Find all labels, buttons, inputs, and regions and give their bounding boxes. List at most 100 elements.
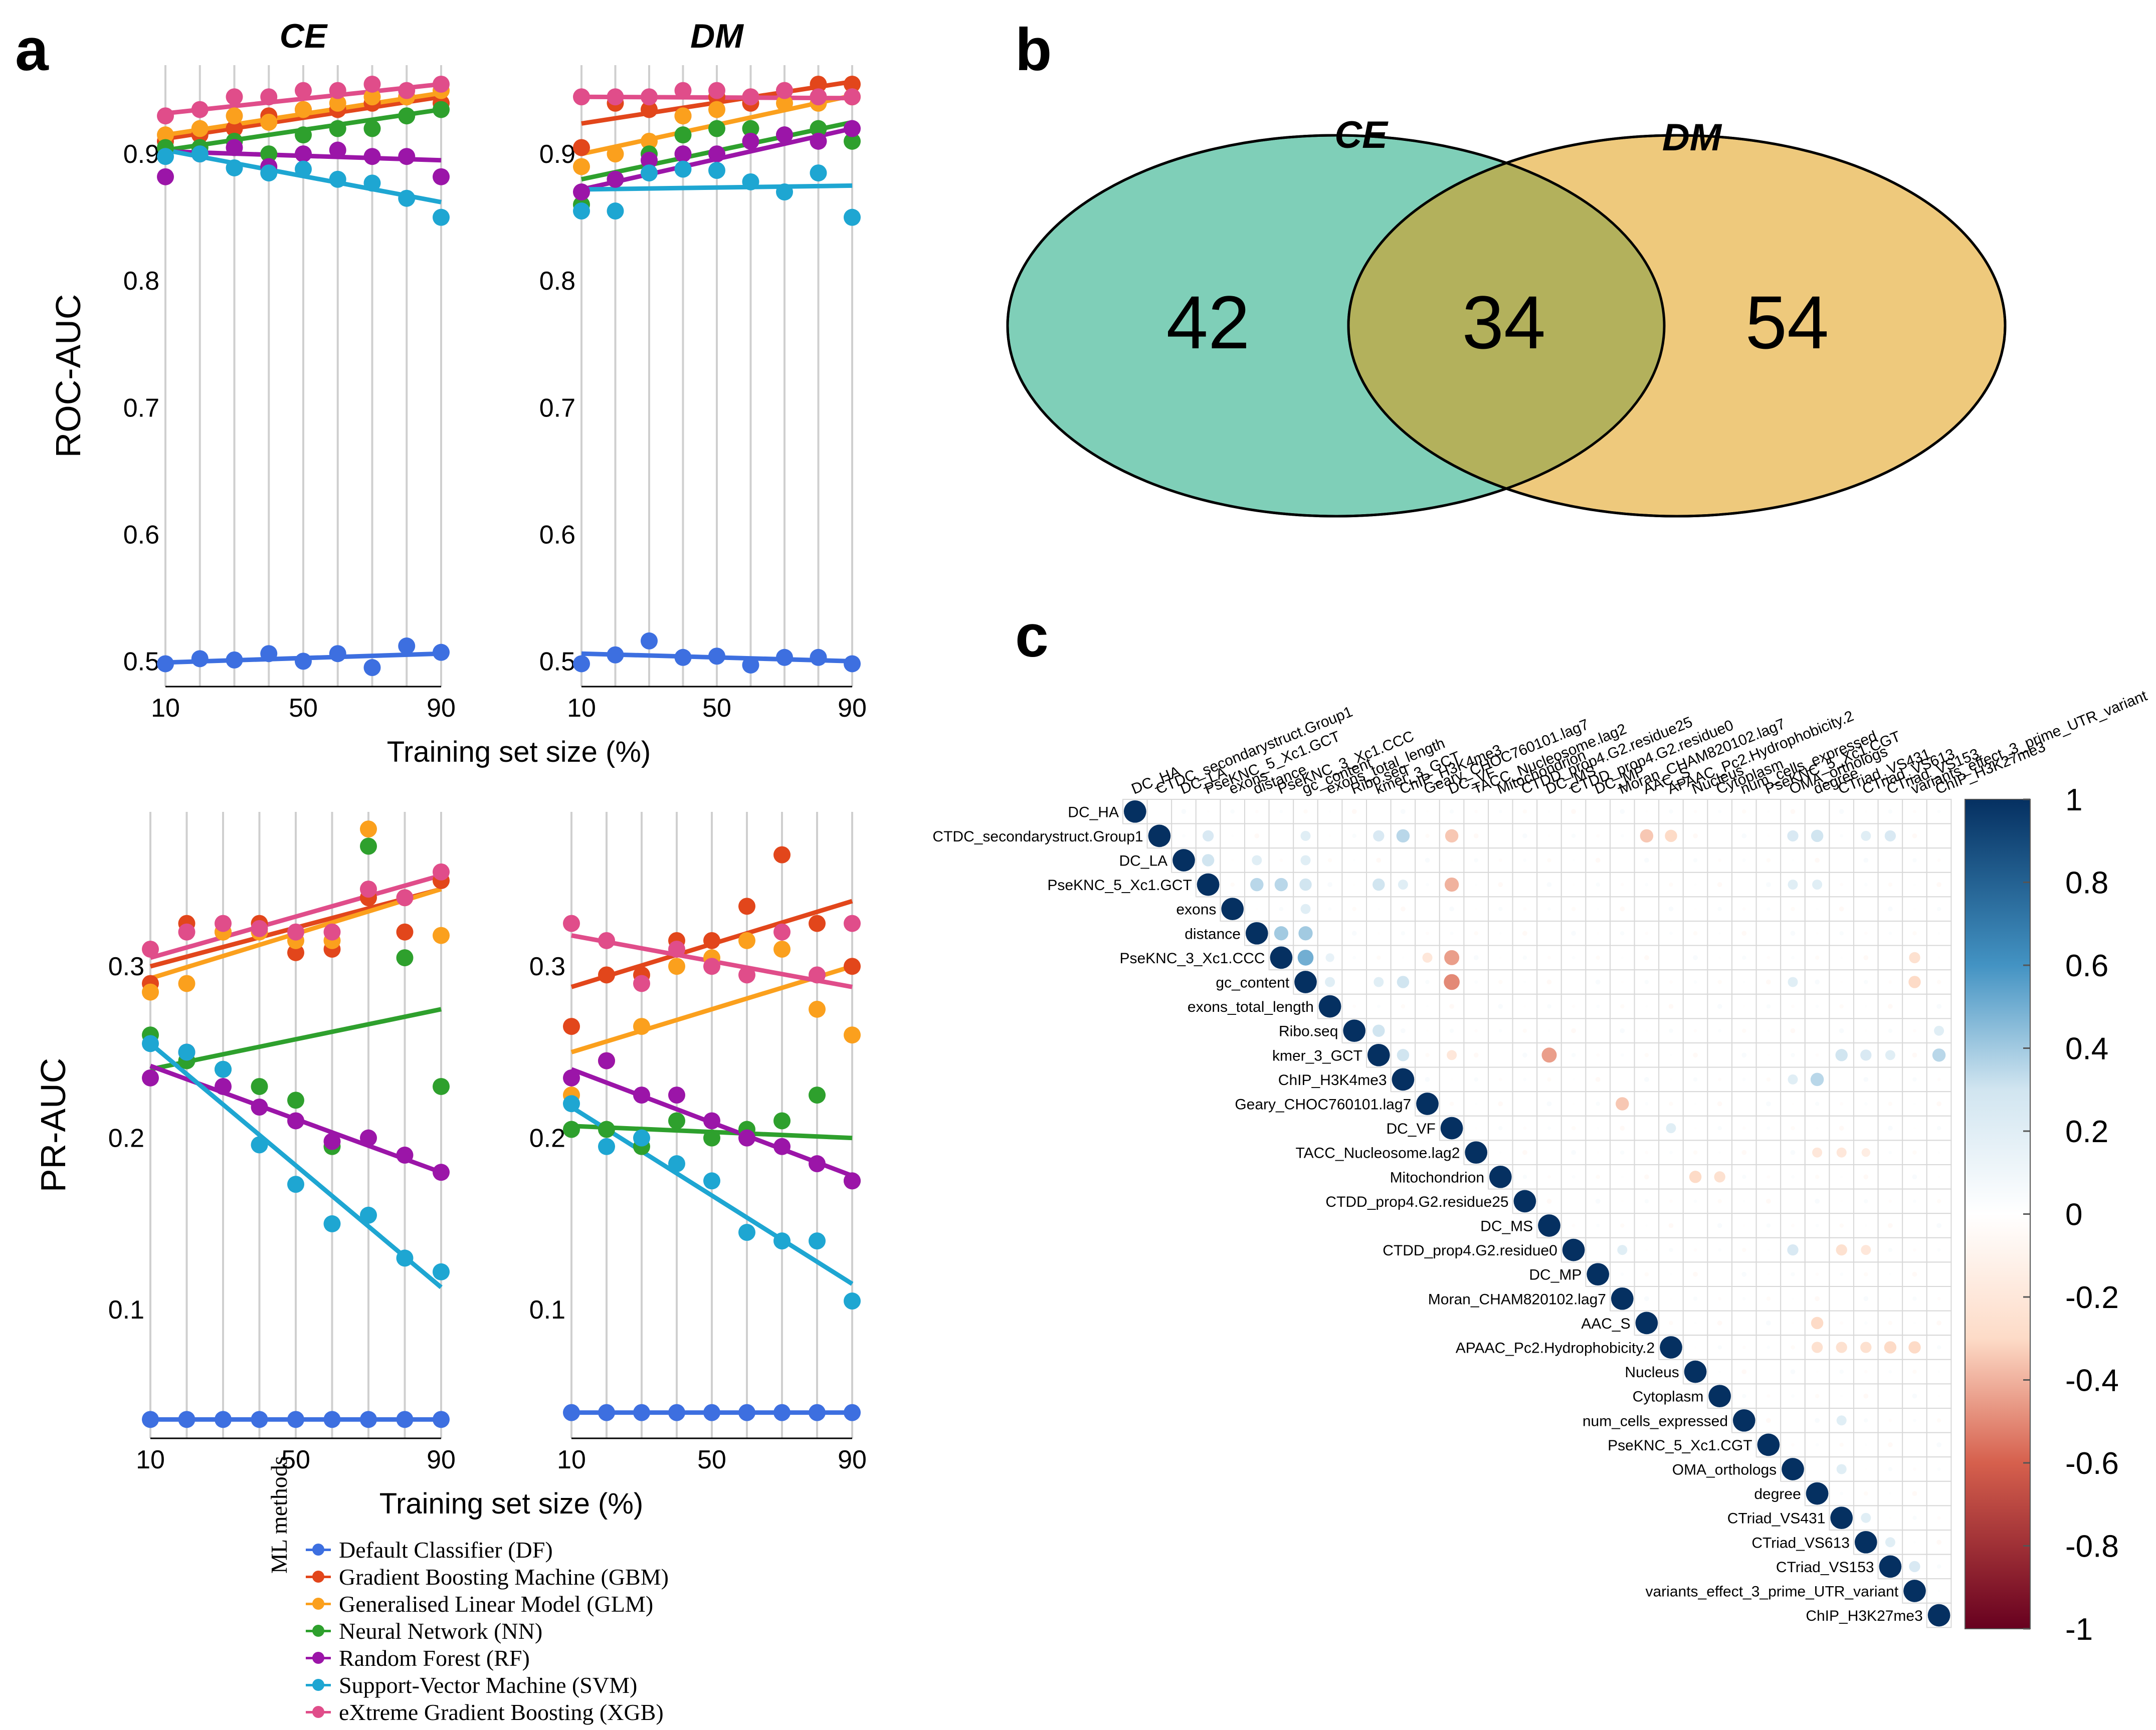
row-label: degree	[1754, 1486, 1801, 1502]
row-label: num_cells_expressed	[1583, 1413, 1728, 1429]
correlation-circle	[1864, 1029, 1867, 1032]
correlation-circle	[1840, 1102, 1844, 1106]
data-point-svm	[142, 1035, 159, 1052]
legend-label: Neural Network (NN)	[339, 1618, 543, 1644]
data-point-svm	[573, 202, 590, 220]
correlation-circle	[1523, 907, 1527, 911]
correlation-circle	[1670, 1297, 1672, 1300]
correlation-circle	[1718, 1151, 1721, 1154]
correlation-circle	[1815, 1224, 1819, 1227]
correlation-circle	[1864, 1370, 1868, 1374]
correlation-circle	[1328, 810, 1331, 813]
correlation-circle	[1791, 1224, 1795, 1227]
data-point-svm	[773, 1232, 791, 1250]
y-tick-label: 0.1	[108, 1295, 144, 1325]
legend-item-xgb: eXtreme Gradient Boosting (XGB)	[306, 1698, 664, 1725]
correlation-circle	[1836, 1342, 1847, 1353]
correlation-circle	[1548, 834, 1550, 837]
correlation-circle	[1889, 859, 1892, 861]
x-axis-label: Training set size (%)	[387, 736, 651, 768]
diagonal-circle	[1392, 1068, 1415, 1091]
correlation-circle	[1596, 1053, 1600, 1057]
colorbar-tick-label: 0.8	[2065, 866, 2108, 901]
correlation-circle	[1231, 859, 1234, 861]
data-point-df	[396, 1411, 414, 1428]
correlation-circle	[1449, 1004, 1454, 1009]
correlation-circle	[1912, 1516, 1917, 1520]
data-point-df	[573, 655, 590, 673]
colorbar-tick-label: 0.2	[2065, 1115, 2108, 1149]
correlation-circle	[1499, 1053, 1502, 1056]
data-point-rf	[433, 168, 450, 185]
correlation-circle	[1597, 1248, 1600, 1251]
data-point-svm	[674, 160, 692, 178]
correlation-circle	[1398, 880, 1408, 890]
correlation-circle	[1864, 1127, 1867, 1130]
correlation-circle	[1694, 883, 1697, 886]
venn-label-dm: DM	[1662, 116, 1722, 159]
correlation-circle	[1474, 931, 1478, 936]
correlation-circle	[1620, 1272, 1624, 1276]
roc-auc-dm-chart: 10 50 90 0.5 0.6 0.7 0.8 0.9 DM	[539, 17, 867, 723]
correlation-circle	[1523, 1005, 1526, 1008]
data-point-xgb	[260, 88, 278, 106]
correlation-circle	[1864, 1102, 1868, 1106]
correlation-circle	[1352, 1004, 1356, 1008]
correlation-circle	[1815, 1199, 1820, 1204]
correlation-circle	[1498, 1029, 1502, 1033]
diagonal-circle	[1587, 1263, 1610, 1286]
correlation-circle	[1912, 858, 1917, 862]
row-label: exons	[1176, 902, 1216, 918]
correlation-circle	[1889, 1395, 1892, 1398]
correlation-circle	[1839, 931, 1844, 936]
correlation-circle	[1499, 1151, 1502, 1154]
pr-auc-ce-chart: 10 50 90 0.1 0.2 0.3 Training set size (%) PR-A…	[34, 812, 643, 1520]
correlation-circle	[1791, 1126, 1795, 1131]
legend-swatch	[306, 1645, 331, 1670]
correlation-circle	[1718, 809, 1722, 813]
matrix-cell	[1463, 921, 1489, 946]
correlation-circle	[1913, 883, 1916, 886]
diagonal-circle	[1830, 1506, 1853, 1530]
correlation-circle	[1936, 1321, 1941, 1326]
correlation-circle	[1669, 809, 1673, 814]
correlation-circle	[1936, 882, 1941, 887]
correlation-circle	[1299, 878, 1312, 891]
correlation-circle	[1396, 829, 1410, 843]
correlation-circle	[1717, 1199, 1722, 1204]
correlation-circle	[1836, 1244, 1847, 1256]
correlation-circle	[1449, 1102, 1454, 1106]
correlation-circle	[1816, 1370, 1819, 1373]
correlation-circle	[1595, 1077, 1601, 1082]
correlation-circle	[1815, 1175, 1820, 1179]
correlation-circle	[1863, 1393, 1869, 1399]
correlation-circle	[1863, 1174, 1869, 1180]
correlation-circle	[1522, 1150, 1527, 1155]
data-point-df	[360, 1411, 377, 1428]
correlation-circle	[1328, 932, 1331, 935]
data-point-df	[142, 1411, 159, 1428]
correlation-circle	[1352, 907, 1356, 911]
data-point-df	[641, 632, 658, 650]
correlation-circle	[1250, 878, 1264, 892]
data-point-svm	[215, 1060, 232, 1078]
correlation-circle	[1889, 1297, 1892, 1300]
diagonal-circle	[1148, 824, 1171, 847]
correlation-circle	[1864, 931, 1868, 935]
correlation-circle	[1863, 955, 1869, 960]
correlation-circle	[1620, 1028, 1625, 1033]
data-point-df	[260, 645, 278, 663]
data-point-xgb	[142, 940, 159, 958]
correlation-circle	[1742, 809, 1746, 814]
row-label: Nucleus	[1625, 1364, 1679, 1381]
data-point-nn	[773, 1112, 791, 1130]
y-tick-label: 0.9	[539, 140, 575, 169]
diagonal-circle	[1440, 1117, 1463, 1140]
correlation-circle	[1840, 1272, 1844, 1276]
correlation-circle	[1621, 956, 1624, 959]
correlation-circle	[1889, 956, 1892, 959]
correlation-circle	[1766, 1418, 1771, 1423]
data-point-xgb	[668, 940, 685, 958]
legend-swatch-dot	[312, 1706, 324, 1718]
diagonal-circle	[1879, 1555, 1902, 1578]
